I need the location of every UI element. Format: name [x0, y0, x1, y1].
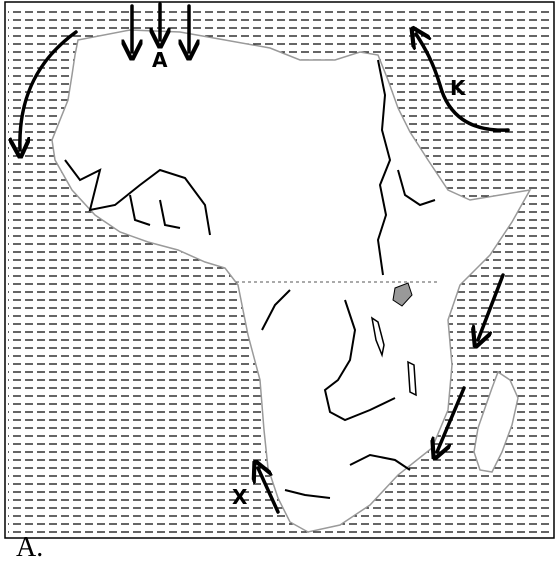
africa-continent — [51, 29, 532, 533]
arrow-canary-current — [20, 30, 78, 150]
arrow-x-current — [258, 468, 280, 514]
ocean-current-arrows — [20, 2, 510, 514]
arrow-k-current — [416, 34, 510, 132]
rivers-and-borders — [64, 59, 436, 499]
arrow-east-1 — [478, 273, 505, 340]
label-a: A — [152, 48, 168, 72]
madagascar-island — [473, 370, 519, 473]
label-k: K — [450, 76, 466, 100]
map-border — [4, 1, 555, 539]
lake-victoria — [392, 282, 413, 307]
arrow-east-2 — [437, 386, 466, 452]
label-x: X — [232, 485, 248, 509]
lake-tanganyika — [370, 316, 385, 358]
lake-malawi — [407, 360, 417, 397]
answer-option-label: A. — [16, 532, 44, 563]
